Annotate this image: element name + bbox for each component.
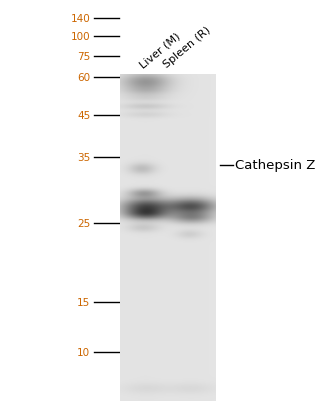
Text: 25: 25 [77,218,90,228]
Text: 60: 60 [77,73,90,83]
Text: 75: 75 [77,52,90,62]
Text: Spleen (R): Spleen (R) [162,25,212,70]
Text: Liver (M): Liver (M) [138,31,182,70]
Text: 45: 45 [77,111,90,121]
Text: 15: 15 [77,297,90,307]
Text: 10: 10 [77,347,90,357]
Text: 35: 35 [77,153,90,163]
Text: 140: 140 [71,14,90,24]
Text: 100: 100 [71,32,90,42]
Text: Cathepsin Z: Cathepsin Z [235,159,315,172]
